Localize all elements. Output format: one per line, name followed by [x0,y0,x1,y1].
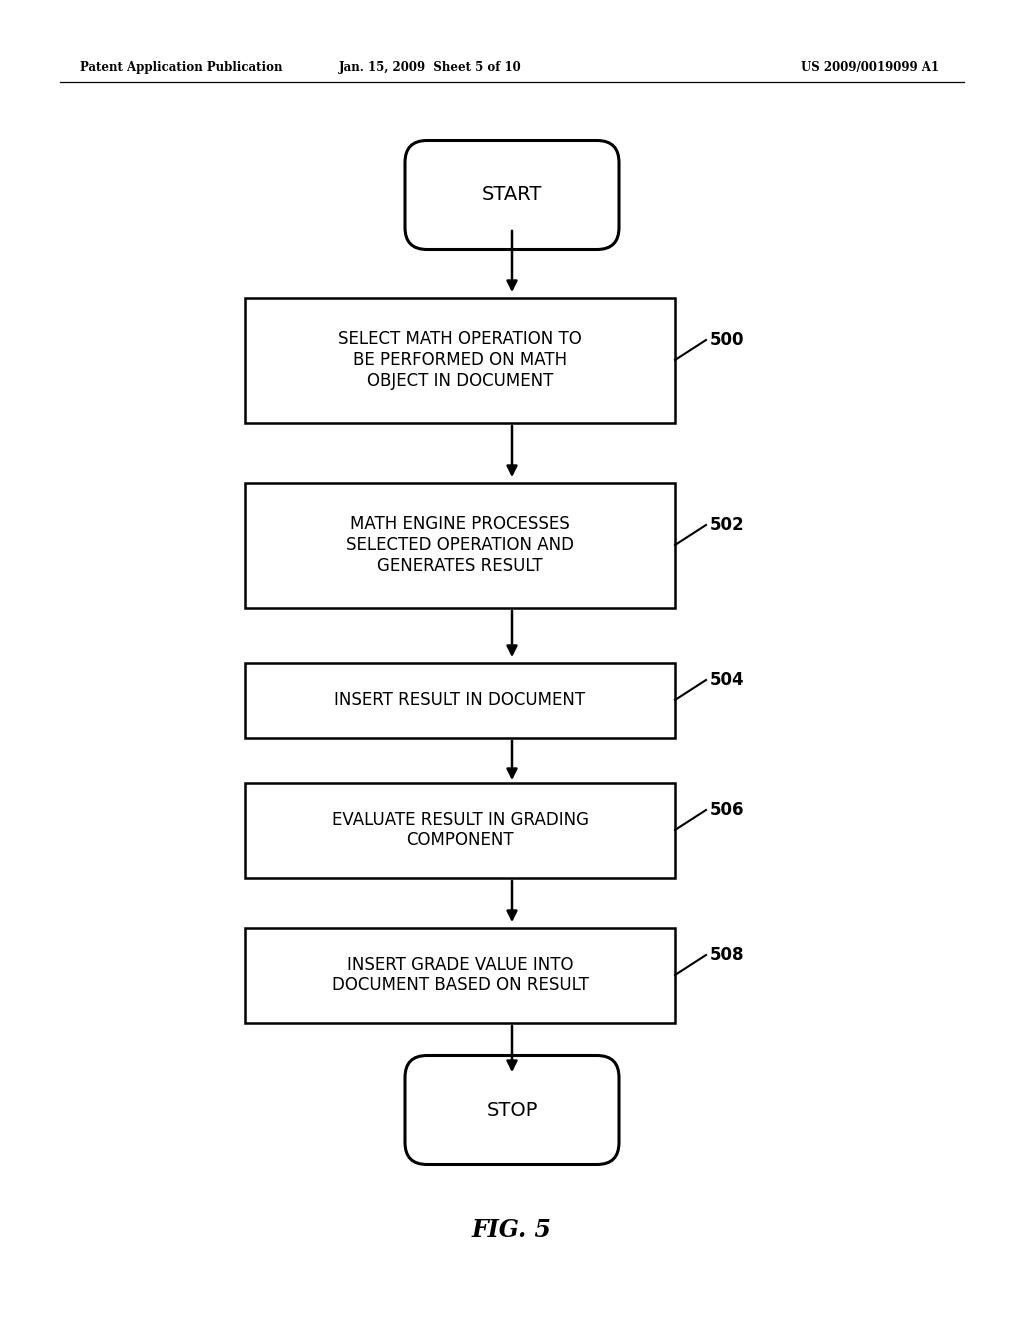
Text: STOP: STOP [486,1101,538,1119]
Bar [245,783,675,878]
Text: 506: 506 [710,801,744,818]
Bar [245,663,675,738]
FancyBboxPatch shape [406,1056,618,1164]
Bar [245,483,675,607]
Text: US 2009/0019099 A1: US 2009/0019099 A1 [801,62,939,74]
Text: 502: 502 [710,516,744,535]
Text: Patent Application Publication: Patent Application Publication [80,62,283,74]
Text: INSERT RESULT IN DOCUMENT: INSERT RESULT IN DOCUMENT [335,690,586,709]
Text: 504: 504 [710,671,744,689]
FancyBboxPatch shape [406,140,618,249]
Text: START: START [482,186,542,205]
Text: MATH ENGINE PROCESSES
SELECTED OPERATION AND
GENERATES RESULT: MATH ENGINE PROCESSES SELECTED OPERATION… [346,515,574,574]
Text: INSERT GRADE VALUE INTO
DOCUMENT BASED ON RESULT: INSERT GRADE VALUE INTO DOCUMENT BASED O… [332,956,589,994]
Bar [245,297,675,422]
Text: SELECT MATH OPERATION TO
BE PERFORMED ON MATH
OBJECT IN DOCUMENT: SELECT MATH OPERATION TO BE PERFORMED ON… [338,330,582,389]
Bar [245,928,675,1023]
Text: Jan. 15, 2009  Sheet 5 of 10: Jan. 15, 2009 Sheet 5 of 10 [339,62,521,74]
Text: FIG. 5: FIG. 5 [472,1218,552,1242]
Text: EVALUATE RESULT IN GRADING
COMPONENT: EVALUATE RESULT IN GRADING COMPONENT [332,810,589,849]
Text: 500: 500 [710,331,744,348]
Text: 508: 508 [710,946,744,964]
